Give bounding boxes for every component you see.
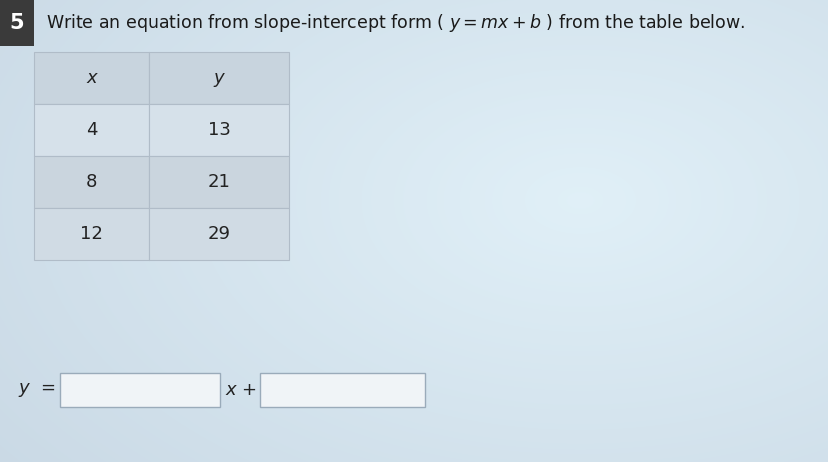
Text: 8: 8 bbox=[86, 173, 97, 191]
Text: 12: 12 bbox=[80, 225, 103, 243]
FancyBboxPatch shape bbox=[34, 52, 149, 104]
FancyBboxPatch shape bbox=[34, 208, 149, 260]
Text: y: y bbox=[214, 69, 224, 87]
Text: 29: 29 bbox=[207, 225, 230, 243]
FancyBboxPatch shape bbox=[60, 373, 219, 407]
Text: $y$  =: $y$ = bbox=[18, 381, 55, 399]
Text: 21: 21 bbox=[207, 173, 230, 191]
Text: Write an equation from slope-intercept form ( $y = mx + b$ ) from the table belo: Write an equation from slope-intercept f… bbox=[46, 12, 744, 34]
Text: $x$ +: $x$ + bbox=[224, 381, 257, 399]
FancyBboxPatch shape bbox=[260, 373, 425, 407]
FancyBboxPatch shape bbox=[34, 156, 149, 208]
FancyBboxPatch shape bbox=[0, 0, 34, 46]
Text: 5: 5 bbox=[10, 13, 24, 33]
FancyBboxPatch shape bbox=[149, 208, 289, 260]
FancyBboxPatch shape bbox=[149, 156, 289, 208]
FancyBboxPatch shape bbox=[149, 104, 289, 156]
FancyBboxPatch shape bbox=[34, 104, 149, 156]
Text: 13: 13 bbox=[207, 121, 230, 139]
Text: x: x bbox=[86, 69, 97, 87]
Text: 4: 4 bbox=[85, 121, 97, 139]
FancyBboxPatch shape bbox=[149, 52, 289, 104]
